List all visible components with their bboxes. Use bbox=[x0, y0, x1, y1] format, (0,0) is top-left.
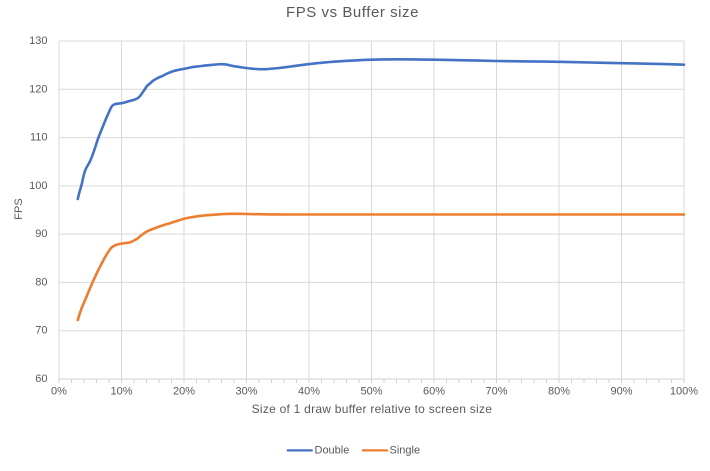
svg-text:70: 70 bbox=[35, 325, 47, 337]
svg-text:80%: 80% bbox=[548, 386, 570, 398]
svg-text:100%: 100% bbox=[670, 386, 698, 398]
svg-text:110: 110 bbox=[30, 132, 48, 144]
svg-text:0%: 0% bbox=[51, 386, 67, 398]
svg-text:10%: 10% bbox=[110, 386, 132, 398]
svg-text:FPS vs Buffer size: FPS vs Buffer size bbox=[286, 4, 419, 21]
svg-text:Single: Single bbox=[390, 444, 421, 456]
svg-text:90%: 90% bbox=[610, 386, 632, 398]
svg-text:80: 80 bbox=[35, 276, 47, 288]
svg-text:130: 130 bbox=[29, 35, 47, 47]
svg-text:20%: 20% bbox=[173, 386, 195, 398]
svg-text:30%: 30% bbox=[235, 386, 257, 398]
svg-text:Size of 1 draw buffer relative: Size of 1 draw buffer relative to screen… bbox=[252, 402, 493, 416]
svg-text:90: 90 bbox=[35, 228, 47, 240]
svg-text:60: 60 bbox=[35, 373, 47, 385]
svg-text:60%: 60% bbox=[423, 386, 445, 398]
svg-text:50%: 50% bbox=[360, 386, 382, 398]
svg-text:Double: Double bbox=[315, 444, 350, 456]
svg-text:100: 100 bbox=[29, 180, 47, 192]
svg-text:FPS: FPS bbox=[13, 198, 25, 219]
svg-text:70%: 70% bbox=[485, 386, 507, 398]
svg-text:120: 120 bbox=[29, 83, 47, 95]
svg-text:40%: 40% bbox=[298, 386, 320, 398]
